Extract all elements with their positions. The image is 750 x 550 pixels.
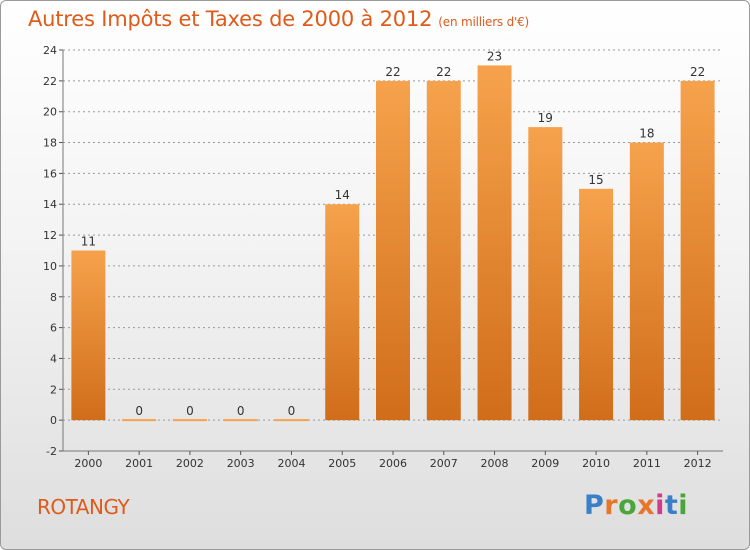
data-label: 14 — [335, 188, 350, 202]
y-tick-label: 14 — [43, 198, 57, 211]
y-tick-label: 20 — [43, 106, 57, 119]
x-tick-label: 2008 — [481, 457, 509, 470]
logo-letter: t — [664, 490, 679, 521]
y-tick-label: 6 — [50, 322, 57, 335]
bar — [528, 127, 563, 421]
x-tick-label: 2000 — [74, 457, 102, 470]
y-tick-label: 22 — [43, 75, 57, 88]
logo-letter: i — [678, 490, 689, 521]
data-label: 19 — [538, 111, 553, 125]
x-tick-label: 2007 — [430, 457, 458, 470]
data-label: 11 — [81, 235, 96, 249]
data-label: 0 — [237, 404, 245, 418]
y-tick-label: 18 — [43, 137, 57, 150]
x-tick-label: 2009 — [531, 457, 559, 470]
x-tick-label: 2002 — [176, 457, 204, 470]
data-label: 22 — [690, 65, 705, 79]
logo-letter: r — [604, 490, 619, 521]
logo-letter: x — [637, 490, 656, 521]
y-tick-label: 10 — [43, 260, 57, 273]
x-tick-label: 2010 — [582, 457, 610, 470]
bar — [579, 188, 614, 421]
data-label: 22 — [385, 65, 400, 79]
y-tick-label: 4 — [50, 352, 57, 365]
y-tick-label: 24 — [43, 44, 57, 57]
logo-letter: P — [584, 490, 605, 521]
y-tick-label: -2 — [46, 445, 57, 458]
y-tick-label: 0 — [50, 414, 57, 427]
y-tick-label: 12 — [43, 229, 57, 242]
x-tick-label: 2011 — [633, 457, 661, 470]
data-label: 0 — [288, 404, 296, 418]
bar — [426, 80, 461, 421]
data-label: 22 — [436, 65, 451, 79]
commune-name: ROTANGY — [37, 495, 130, 519]
data-label: 15 — [588, 173, 603, 187]
logo-letter: o — [618, 490, 638, 521]
y-tick-label: 2 — [50, 383, 57, 396]
data-label: 0 — [135, 404, 143, 418]
x-tick-label: 2004 — [277, 457, 305, 470]
x-tick-label: 2012 — [684, 457, 712, 470]
data-label: 18 — [639, 127, 654, 141]
x-tick-label: 2006 — [379, 457, 407, 470]
x-tick-label: 2005 — [328, 457, 356, 470]
y-tick-label: 8 — [50, 291, 57, 304]
bar — [71, 250, 106, 421]
logo-letter: i — [655, 490, 665, 521]
chart-title: Autres Impôts et Taxes de 2000 à 2012 (en… — [28, 7, 529, 31]
x-tick-label: 2003 — [227, 457, 255, 470]
data-label: 23 — [487, 49, 502, 63]
bar — [680, 80, 715, 421]
data-label: 0 — [186, 404, 194, 418]
proxiti-logo: Proxiti — [584, 490, 688, 521]
bar — [629, 142, 664, 421]
chart-unit: (en milliers d'€) — [438, 15, 530, 29]
y-tick-label: 16 — [43, 167, 57, 180]
bar — [325, 204, 360, 421]
chart-title-text: Autres Impôts et Taxes de 2000 à 2012 — [28, 7, 433, 31]
bar — [376, 80, 410, 421]
bar — [477, 65, 512, 421]
x-tick-label: 2001 — [125, 457, 153, 470]
